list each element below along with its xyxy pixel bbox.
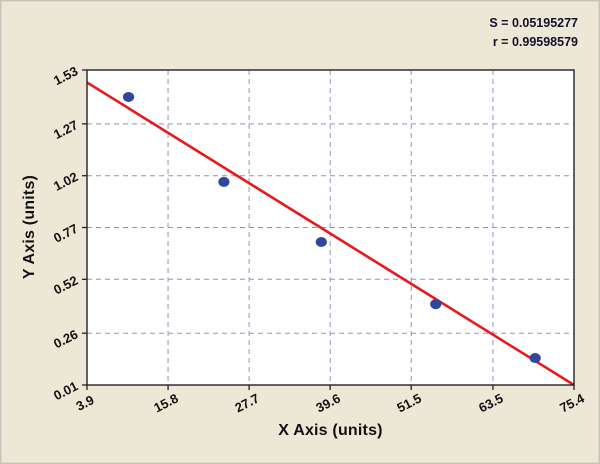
x-tick-label: 75.4 [557,390,587,415]
x-tick-label: 3.9 [73,392,96,414]
x-axis-label: X Axis (units) [278,422,383,439]
y-tick-label: 1.02 [51,169,80,194]
x-tick-label: 51.5 [394,391,423,416]
data-point [529,353,541,364]
fit-line [86,81,575,387]
y-tick-label: 0.26 [51,326,80,351]
x-tick-label: 39.6 [313,391,342,416]
plot-border [86,69,575,386]
s-value-text: S = 0.05195277 [489,16,578,30]
y-tick-label: 0.77 [51,221,80,246]
y-tick-label: 1.27 [51,117,80,142]
data-point [218,176,230,187]
r-value-text: r = 0.99598579 [492,35,578,50]
x-tick-label: 15.8 [151,391,180,416]
y-tick-label: 0.52 [51,273,80,298]
x-tick-label: 27.7 [232,391,261,416]
y-tick-label: 1.53 [51,63,80,88]
x-tick-label: 63.5 [476,391,505,416]
y-axis-label: Y Axis (units) [21,174,38,280]
data-point [430,299,442,310]
fit-statistics: S = 0.05195277 r = 0.99598579 [489,14,578,53]
data-point [315,237,327,248]
data-point [122,91,135,102]
